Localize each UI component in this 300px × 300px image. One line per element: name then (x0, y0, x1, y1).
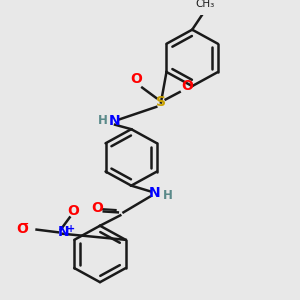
Text: O: O (130, 72, 142, 86)
Text: −: − (20, 219, 29, 229)
Text: H: H (98, 114, 108, 128)
Text: N: N (58, 225, 69, 239)
Text: O: O (68, 205, 80, 218)
Text: +: + (68, 224, 76, 234)
Text: O: O (91, 201, 103, 215)
Text: CH₃: CH₃ (195, 0, 214, 9)
Text: N: N (109, 114, 121, 128)
Text: O: O (182, 79, 194, 93)
Text: H: H (163, 189, 172, 202)
Text: S: S (156, 95, 166, 110)
Text: N: N (149, 186, 161, 200)
Text: O: O (16, 222, 28, 236)
